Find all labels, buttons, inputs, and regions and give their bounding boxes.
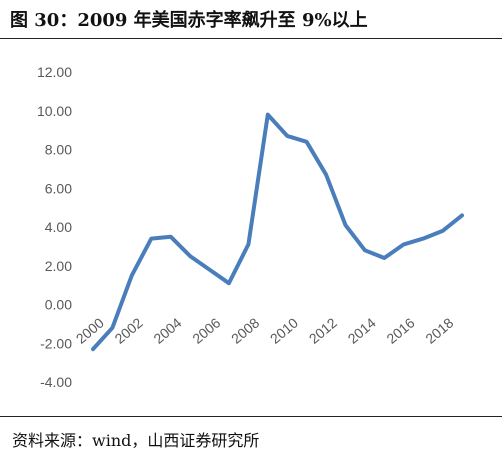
y-tick-label: 12.00 [37, 64, 72, 80]
x-tick-label: 2016 [383, 314, 417, 346]
x-axis-ticks: 2000 2002 2004 2006 2008 2010 2012 2014 2016 2018 [73, 314, 457, 346]
y-tick-label: 6.00 [45, 180, 72, 196]
y-tick-label: -4.00 [40, 374, 72, 390]
x-tick-label: 2004 [150, 314, 184, 346]
y-tick-label: 8.00 [45, 142, 72, 158]
y-tick-label: 10.00 [37, 103, 72, 119]
y-tick-label: 0.00 [45, 297, 72, 313]
y-tick-label: 4.00 [45, 219, 72, 235]
deficit-line-chart: 12.00 10.00 8.00 6.00 4.00 2.00 0.00 -2.00 -4.00… [37, 64, 464, 390]
y-tick-label: -2.00 [40, 335, 72, 351]
y-tick-label: 2.00 [45, 258, 72, 274]
x-tick-label: 2010 [267, 314, 301, 346]
x-tick-label: 2018 [422, 314, 456, 346]
series-line [91, 112, 464, 352]
x-tick-label: 2008 [228, 314, 262, 346]
figure-title: 图 30：2009 年美国赤字率飙升至 9%以上 [10, 10, 368, 31]
x-tick-label: 2014 [345, 314, 379, 346]
top-rule [0, 38, 502, 39]
y-axis-ticks: 12.00 10.00 8.00 6.00 4.00 2.00 0.00 -2.00 -4.00 [37, 64, 72, 390]
bottom-rule [0, 416, 502, 417]
series-lines [91, 112, 464, 352]
x-tick-label: 2012 [306, 314, 340, 346]
x-tick-label: 2006 [189, 314, 223, 346]
source-note: 资料来源：wind，山西证券研究所 [12, 431, 260, 450]
